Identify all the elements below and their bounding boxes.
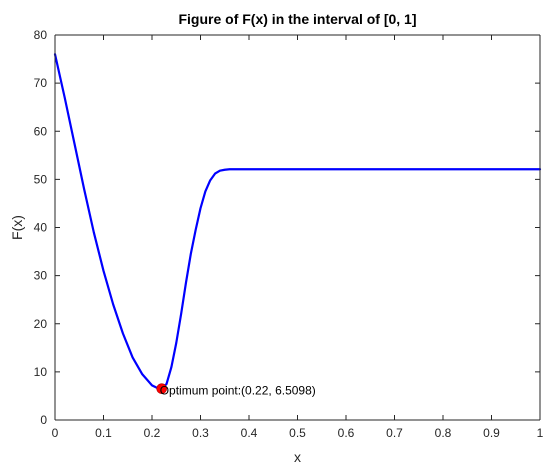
x-tick-label: 0.9 [483,426,500,440]
y-tick-label: 60 [34,124,48,138]
x-tick-label: 0.7 [386,426,403,440]
y-tick-label: 50 [34,172,48,186]
series-line-0 [53,53,542,390]
plot-area: Optimum point:(0.22, 6.5098) 0 0.1 0.2 0.3 0… [34,28,544,440]
x-tick-label: 0.4 [241,426,258,440]
annotation-label: Optimum point:(0.22, 6.5098) [160,384,316,398]
x-tick-label: 0.1 [95,426,112,440]
y-axis-label: F(x) [9,215,25,240]
x-tick-label: 0.6 [338,426,355,440]
x-tick-label: 0.5 [289,426,306,440]
optimum-point-marker [156,383,167,394]
y-tick-label: 20 [34,317,48,331]
x-axis-label: x [294,449,301,465]
plot-box [55,35,540,420]
ticks-layer: 0 0.1 0.2 0.3 0.4 0.5 0.6 0.7 0.8 0.9 101020304050… [34,28,544,440]
y-tick-label: 40 [34,221,48,235]
y-tick-label: 70 [34,76,48,90]
chart-title: Figure of F(x) in the interval of [0, 1] [178,11,416,27]
y-tick-label: 0 [40,413,47,427]
x-tick-label: 1 [537,426,544,440]
x-tick-label: 0.3 [192,426,209,440]
x-tick-label: 0.2 [144,426,161,440]
marker-layer: Optimum point:(0.22, 6.5098) [156,383,316,398]
x-tick-label: 0.8 [435,426,452,440]
y-tick-label: 80 [34,28,48,42]
y-tick-label: 10 [34,365,48,379]
y-tick-label: 30 [34,269,48,283]
series-layer [53,53,542,390]
x-tick-label: 0 [52,426,59,440]
